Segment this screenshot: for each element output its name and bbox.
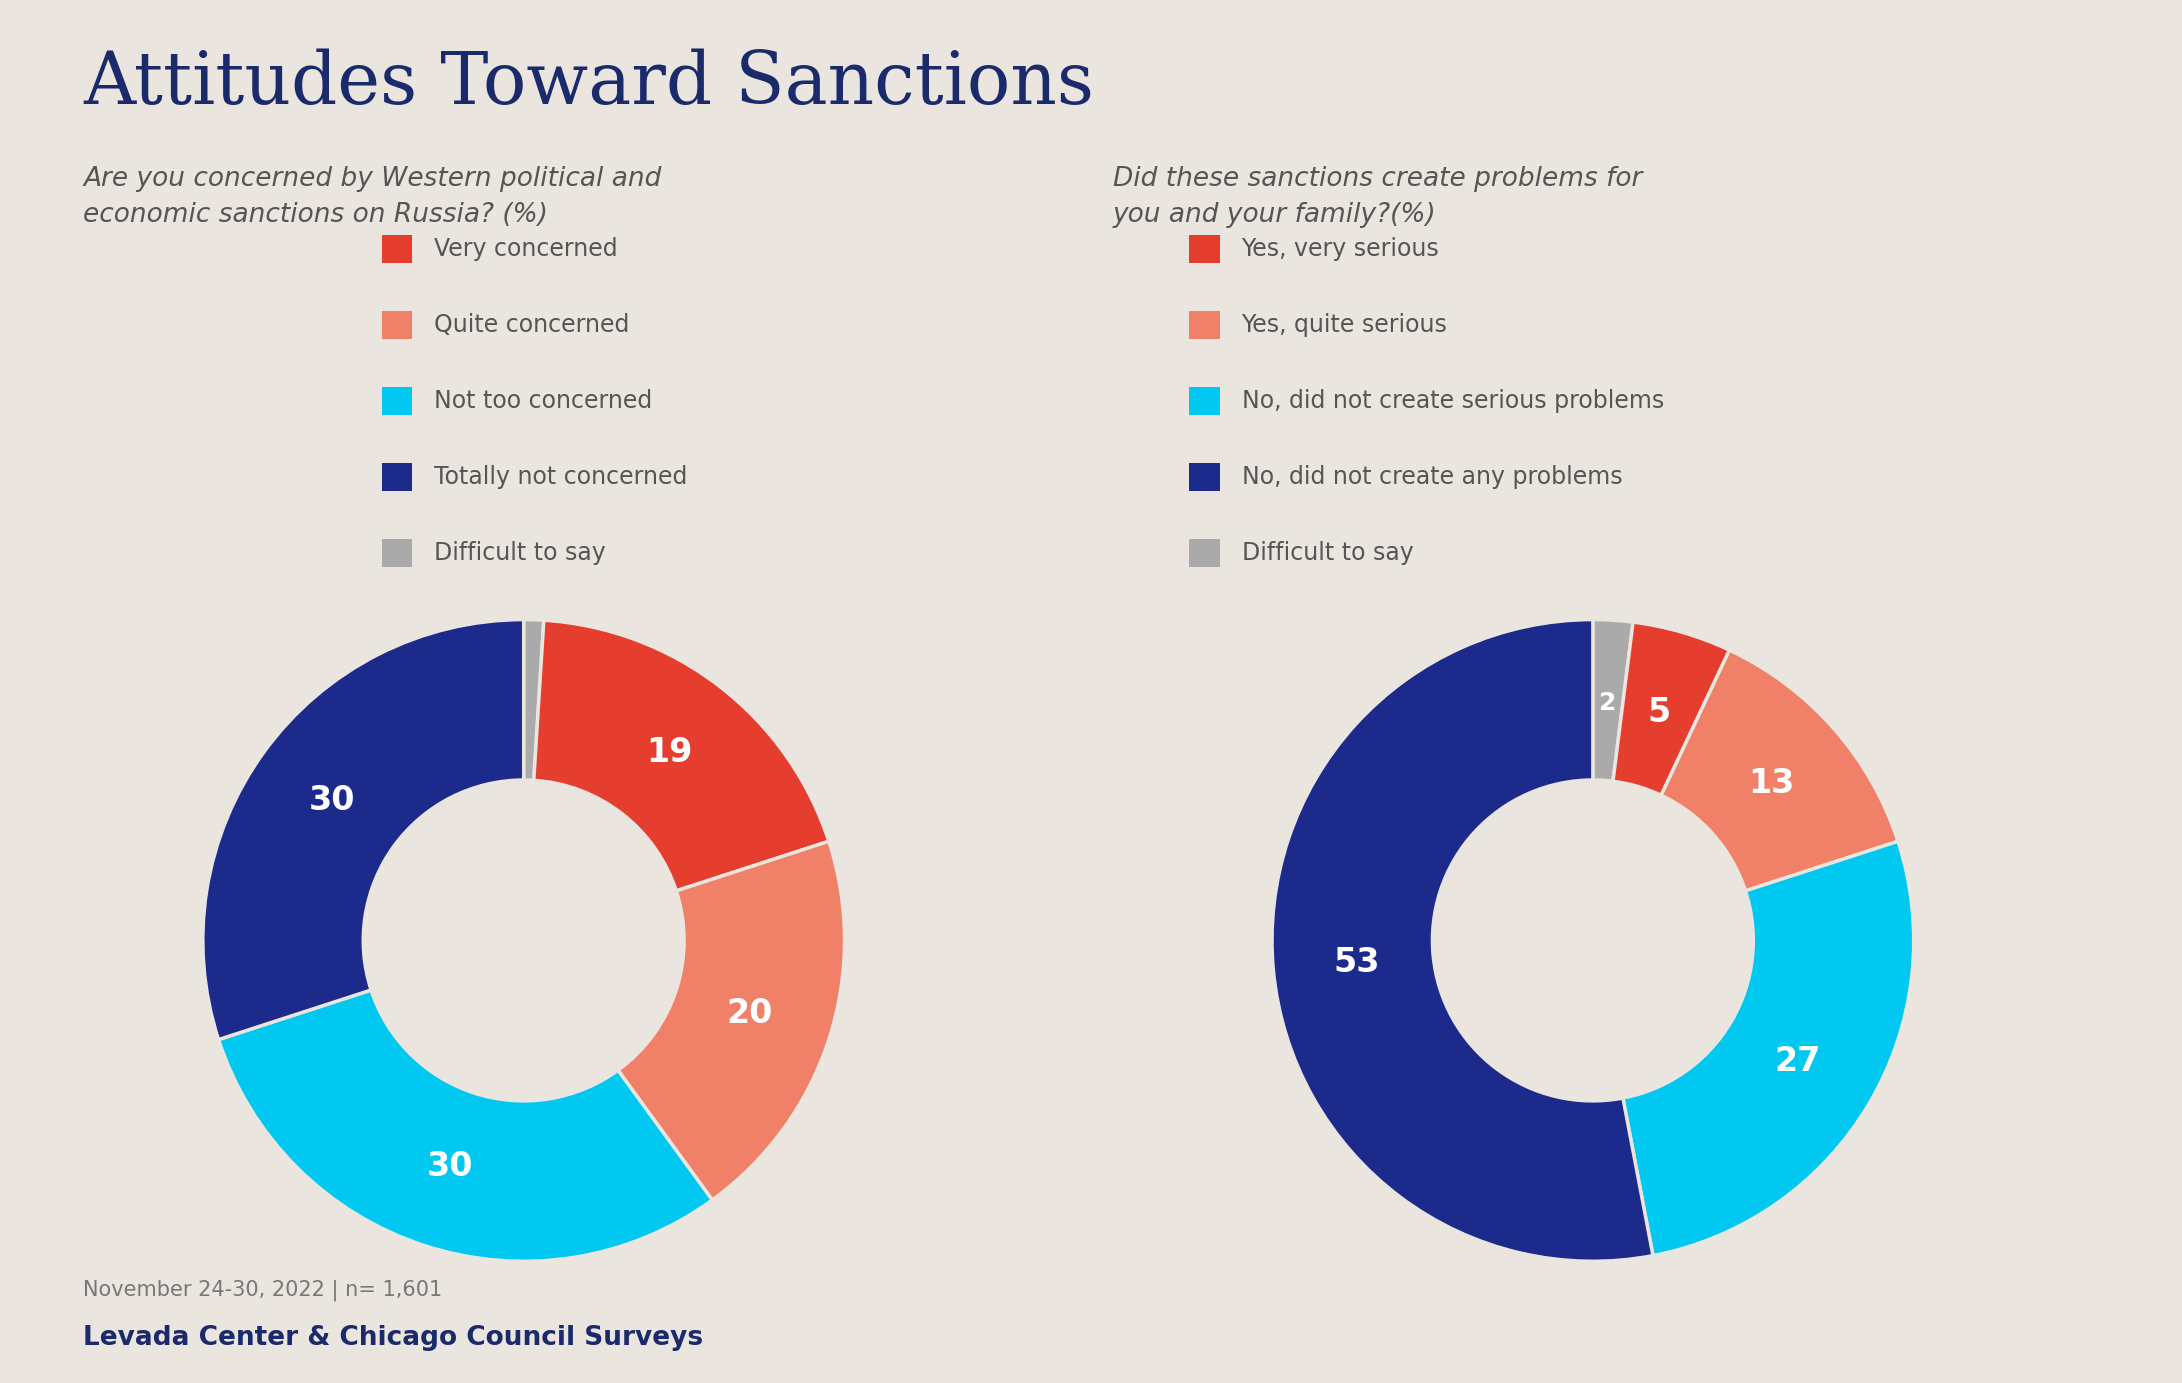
Wedge shape — [1612, 622, 1730, 795]
Text: 20: 20 — [727, 997, 772, 1030]
Text: Not too concerned: Not too concerned — [434, 389, 652, 414]
Wedge shape — [1623, 841, 1914, 1256]
Text: Very concerned: Very concerned — [434, 236, 618, 261]
Text: 19: 19 — [646, 736, 692, 769]
Text: No, did not create serious problems: No, did not create serious problems — [1242, 389, 1665, 414]
Text: No, did not create any problems: No, did not create any problems — [1242, 465, 1621, 490]
Text: Quite concerned: Quite concerned — [434, 313, 631, 337]
Text: Difficult to say: Difficult to say — [434, 541, 607, 566]
Text: 13: 13 — [1748, 768, 1794, 799]
Text: Yes, very serious: Yes, very serious — [1242, 236, 1440, 261]
Text: 30: 30 — [428, 1149, 473, 1182]
Wedge shape — [535, 620, 829, 891]
Text: 53: 53 — [1333, 946, 1379, 979]
Text: Difficult to say: Difficult to say — [1242, 541, 1414, 566]
Wedge shape — [203, 620, 524, 1040]
Text: Are you concerned by Western political and
economic sanctions on Russia? (%): Are you concerned by Western political a… — [83, 166, 661, 228]
Wedge shape — [218, 990, 711, 1261]
Text: 5: 5 — [1647, 696, 1671, 729]
Wedge shape — [524, 620, 543, 780]
Text: Totally not concerned: Totally not concerned — [434, 465, 687, 490]
Text: 27: 27 — [1774, 1044, 1820, 1077]
Wedge shape — [1272, 620, 1654, 1261]
Text: Levada Center & Chicago Council Surveys: Levada Center & Chicago Council Surveys — [83, 1325, 703, 1351]
Text: 2: 2 — [1599, 692, 1617, 715]
Text: 30: 30 — [308, 784, 356, 817]
Text: November 24-30, 2022 | n= 1,601: November 24-30, 2022 | n= 1,601 — [83, 1279, 443, 1301]
Wedge shape — [1661, 650, 1898, 891]
Wedge shape — [618, 841, 844, 1200]
Wedge shape — [1593, 620, 1632, 781]
Text: Attitudes Toward Sanctions: Attitudes Toward Sanctions — [83, 48, 1093, 119]
Text: Yes, quite serious: Yes, quite serious — [1242, 313, 1447, 337]
Text: Did these sanctions create problems for
you and your family?(%): Did these sanctions create problems for … — [1113, 166, 1643, 228]
